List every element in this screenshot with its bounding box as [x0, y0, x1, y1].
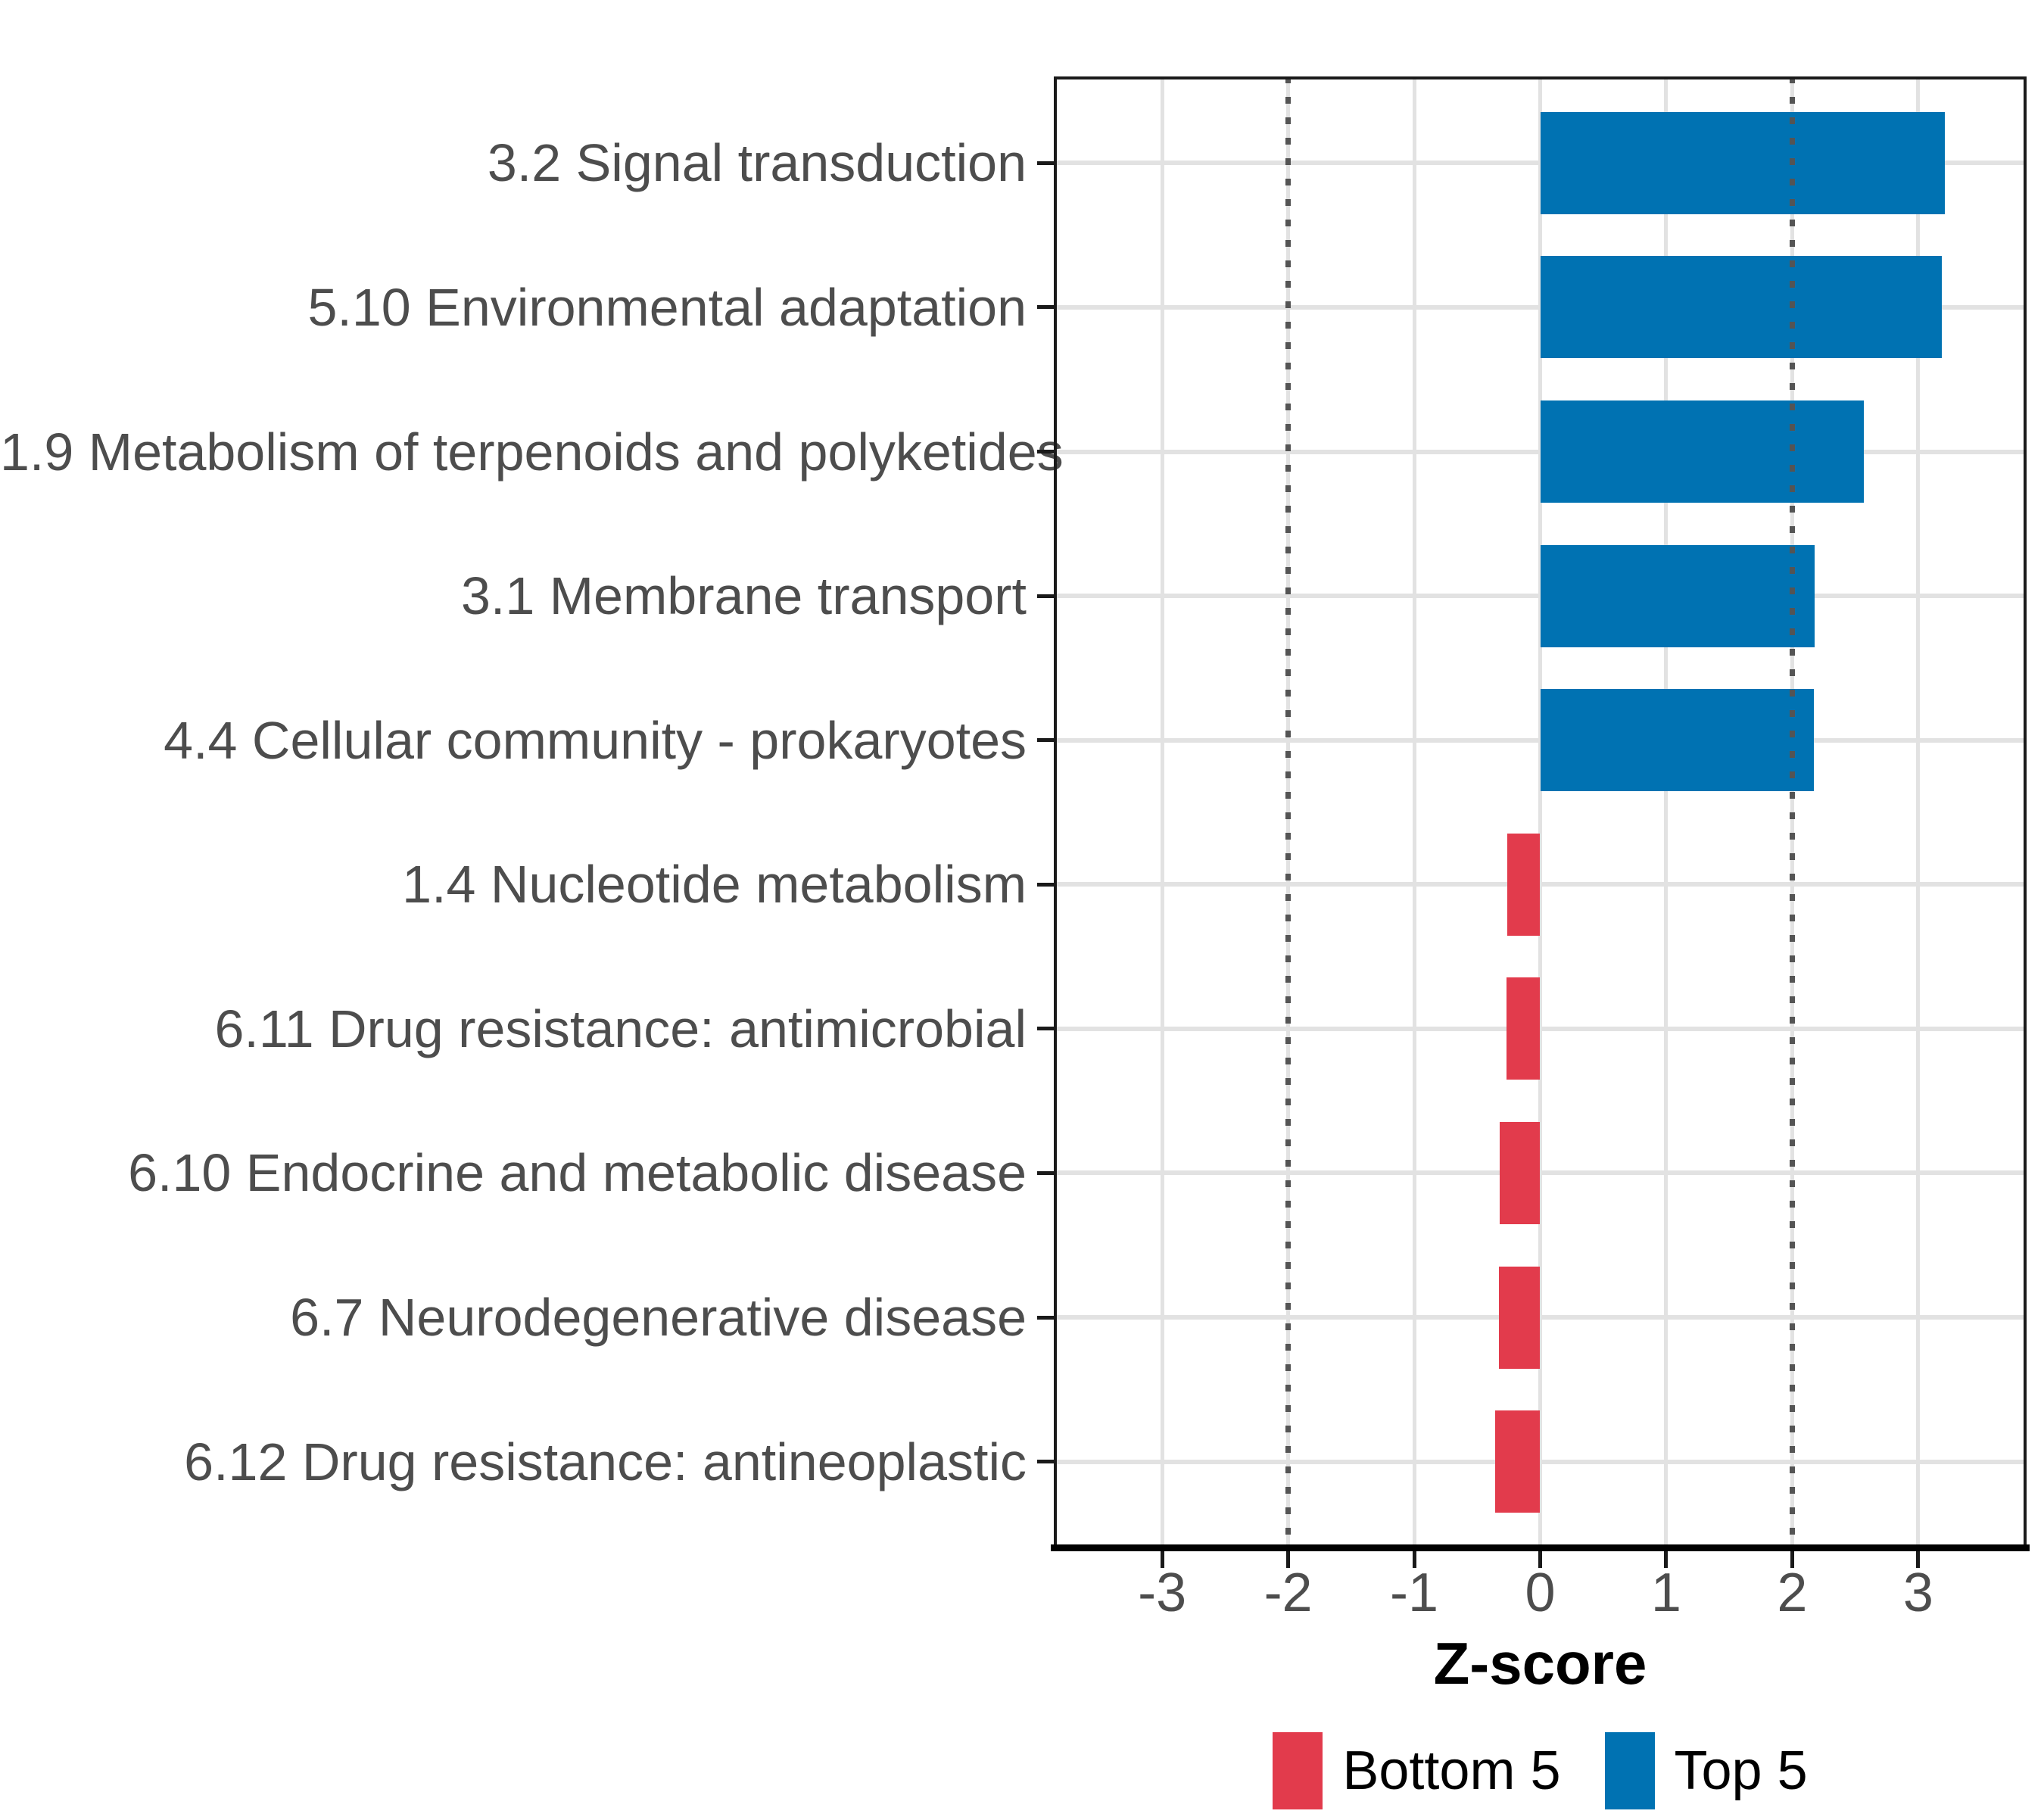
x-tick-label: -1 [1390, 1563, 1439, 1623]
bar-top5 [1540, 689, 1814, 792]
bar-top5 [1540, 111, 1945, 214]
reference-line [1789, 76, 1795, 1548]
bar-bottom5 [1494, 1410, 1541, 1513]
y-category-label: 6.10 Endocrine and metabolic disease [128, 1143, 1027, 1203]
reference-line [1285, 76, 1292, 1548]
legend-label-top5: Top 5 [1674, 1741, 1808, 1801]
bar-top5 [1540, 400, 1865, 503]
y-category-label: 6.11 Drug resistance: antimicrobial [214, 999, 1027, 1058]
gridline-vertical [1412, 76, 1416, 1548]
y-category-label: 6.12 Drug resistance: antineoplastic [184, 1432, 1027, 1491]
y-category-label: 4.4 Cellular community - prokaryotes [164, 710, 1027, 770]
x-tick-label: 2 [1777, 1563, 1808, 1623]
x-tick-mark [1916, 1551, 1921, 1568]
legend: Bottom 5 Top 5 [1054, 1732, 2027, 1809]
x-tick-mark [1790, 1551, 1794, 1568]
y-category-label: 1.9 Metabolism of terpenoids and polyket… [0, 422, 1064, 482]
bar-top5 [1540, 256, 1943, 359]
x-tick-label: -2 [1263, 1563, 1313, 1623]
y-tick-mark [1037, 1460, 1054, 1464]
bar-top5 [1540, 544, 1815, 647]
legend-swatch-top5 [1604, 1732, 1655, 1809]
y-tick-mark [1037, 1027, 1054, 1031]
gridline-vertical [1160, 76, 1164, 1548]
legend-swatch-bottom5 [1273, 1732, 1323, 1809]
y-tick-mark [1037, 1315, 1054, 1320]
y-tick-mark [1037, 305, 1054, 310]
x-axis-title: Z-score [1433, 1630, 1647, 1697]
y-category-label: 3.1 Membrane transport [460, 566, 1027, 626]
x-tick-mark [1286, 1551, 1291, 1568]
legend-item-bottom5: Bottom 5 [1273, 1732, 1561, 1809]
x-tick-mark [1538, 1551, 1542, 1568]
bar-bottom5 [1507, 833, 1541, 936]
x-axis-line [1051, 1544, 2030, 1551]
bar-bottom5 [1506, 977, 1541, 1080]
y-category-label: 5.10 Environmental adaptation [307, 277, 1027, 337]
gridline-vertical [1664, 76, 1669, 1548]
y-category-label: 6.7 Neurodegenerative disease [290, 1288, 1027, 1348]
x-tick-label: -3 [1138, 1563, 1187, 1623]
x-tick-label: 1 [1650, 1563, 1681, 1623]
x-tick-mark [1664, 1551, 1669, 1568]
y-tick-mark [1037, 882, 1054, 887]
y-tick-mark [1037, 738, 1054, 743]
x-tick-mark [1160, 1551, 1164, 1568]
gridline-vertical [1916, 76, 1921, 1548]
y-tick-mark [1037, 1170, 1054, 1175]
gridline-vertical [1538, 76, 1542, 1548]
x-tick-label: 3 [1902, 1563, 1933, 1623]
y-category-label: 3.2 Signal transduction [487, 133, 1027, 193]
bar-bottom5 [1500, 1121, 1541, 1224]
y-tick-mark [1037, 450, 1054, 454]
bar-bottom5 [1498, 1266, 1541, 1369]
legend-label-bottom5: Bottom 5 [1342, 1741, 1561, 1801]
y-category-label: 1.4 Nucleotide metabolism [402, 855, 1027, 915]
x-tick-mark [1412, 1551, 1416, 1568]
y-tick-mark [1037, 594, 1054, 598]
y-tick-mark [1037, 161, 1054, 165]
x-tick-label: 0 [1525, 1563, 1556, 1623]
legend-item-top5: Top 5 [1604, 1732, 1808, 1809]
